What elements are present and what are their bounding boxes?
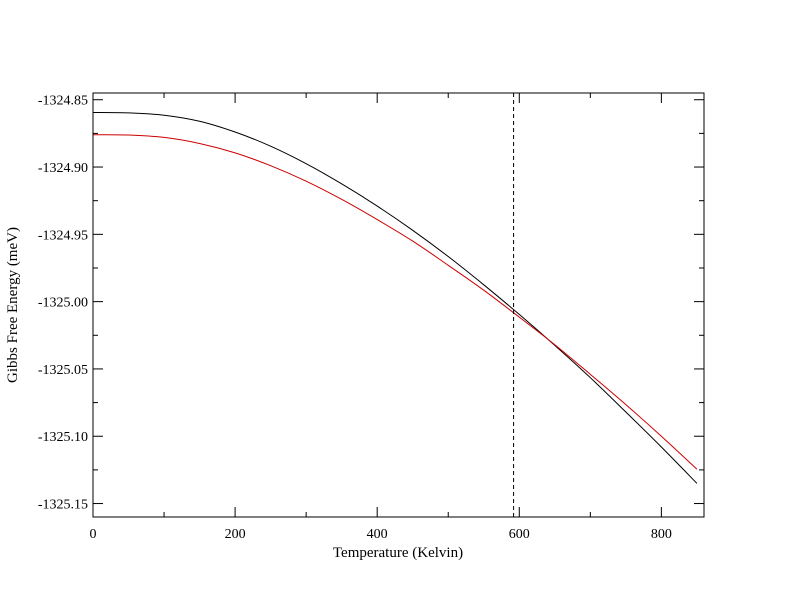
x-axis-label: Temperature (Kelvin) xyxy=(333,545,463,561)
y-tick-label: -1324.95 xyxy=(38,228,88,243)
series-line-2 xyxy=(93,134,698,470)
y-tick-label: -1325.05 xyxy=(38,363,88,378)
x-tick-label: 0 xyxy=(90,527,97,542)
y-tick-label: -1325.00 xyxy=(38,296,88,311)
x-tick-label: 800 xyxy=(651,527,672,542)
y-tick-label: -1324.90 xyxy=(38,161,88,176)
y-tick-label: -1324.85 xyxy=(38,94,88,109)
y-axis-label: Gibbs Free Energy (meV) xyxy=(5,227,21,383)
x-tick-label: 400 xyxy=(367,527,388,542)
y-tick-label: -1325.15 xyxy=(38,498,88,513)
x-tick-label: 200 xyxy=(225,527,246,542)
plot-frame xyxy=(92,92,705,518)
x-tick-label: 600 xyxy=(509,527,530,542)
y-tick-label: -1325.10 xyxy=(38,430,88,445)
series-line-1 xyxy=(93,112,698,484)
